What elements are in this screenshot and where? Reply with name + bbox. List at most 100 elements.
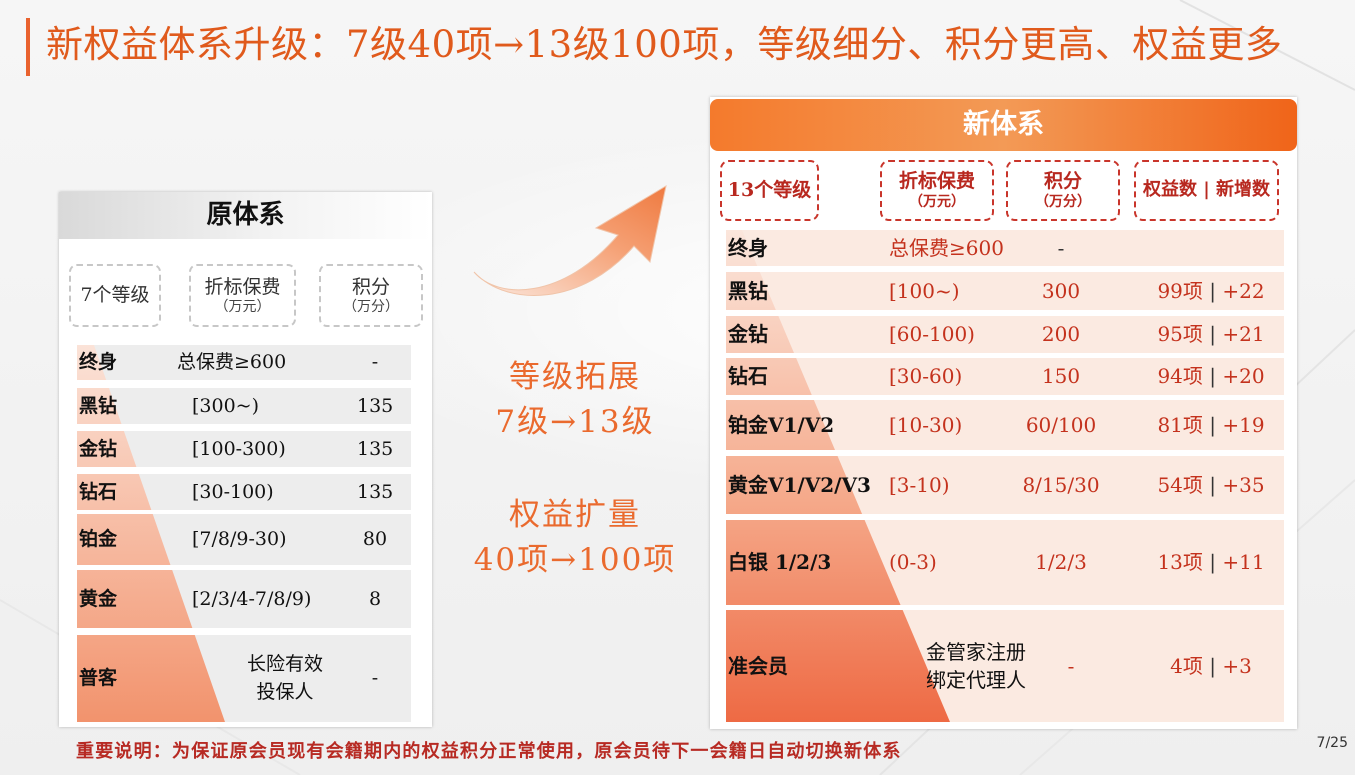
old-level-black-diamond: 黑钻 xyxy=(79,395,118,417)
old-row-black-diamond xyxy=(77,388,411,424)
new-level-gold: 黄金V1/V2/V3 xyxy=(728,473,871,497)
old-fee-regular: 长险有效 投保人 xyxy=(225,650,345,706)
new-points-platinum: 60/100 xyxy=(1025,413,1097,437)
new-benefits-platinum: 81项 | +19 xyxy=(1146,400,1276,450)
new-benefits-silver: 13项 | +11 xyxy=(1146,520,1276,605)
new-benefit-count-gold: 54项 xyxy=(1157,473,1203,497)
level-expansion-title: 等级拓展 xyxy=(509,359,641,395)
new-benefit-added-platinum: +19 xyxy=(1222,413,1265,437)
new-benefits-gold-diamond: 95项 | +21 xyxy=(1146,316,1276,353)
old-row-diamond-text: 钻石 [30-100) 135 xyxy=(77,474,411,510)
level-expansion-note: 等级拓展 7级→13级 xyxy=(455,355,695,445)
old-level-gold-diamond: 金钻 xyxy=(79,438,118,460)
old-points-black-diamond: 135 xyxy=(357,395,394,417)
new-benefit-count-silver: 13项 xyxy=(1157,550,1203,574)
old-points-diamond: 135 xyxy=(357,481,394,503)
old-fee-gold-diamond: [100-300) xyxy=(192,438,286,460)
new-benefits-gold: 54项 | +35 xyxy=(1146,456,1276,514)
new-col-points-unit: （万分） xyxy=(1035,193,1091,210)
title-accent-bar xyxy=(26,18,30,76)
new-level-associate: 准会员 xyxy=(728,654,788,678)
old-points-gold-diamond: 135 xyxy=(357,438,394,460)
new-benefit-added-gold: +35 xyxy=(1222,473,1265,497)
new-col-points-header: 积分 （万分） xyxy=(1006,160,1120,221)
old-col-fee-header: 折标保费 （万元） xyxy=(189,264,296,327)
new-benefit-added-silver: +11 xyxy=(1222,550,1265,574)
page-title: 新权益体系升级：7级40项→13级100项，等级细分、积分更高、权益更多 xyxy=(46,23,1283,66)
new-benefit-count-gold-diamond: 95项 xyxy=(1157,322,1203,346)
benefit-separator: | xyxy=(1202,364,1223,388)
new-benefit-added-associate: +3 xyxy=(1222,654,1252,678)
new-fee-associate-line2: 绑定代理人 xyxy=(926,668,1026,692)
old-fee-regular-line2: 投保人 xyxy=(256,681,314,703)
new-row-silver-text: 白银 1/2/3 (0-3) 1/2/3 13项 | +11 xyxy=(726,520,1284,605)
new-points-gold-diamond: 200 xyxy=(1041,322,1081,346)
new-row-lifetime xyxy=(726,230,1284,266)
new-benefit-added-black-diamond: +22 xyxy=(1222,279,1265,303)
old-fee-lifetime: 总保费≥600 xyxy=(177,351,287,373)
old-row-lifetime-text: 终身 总保费≥600 - xyxy=(77,345,411,380)
old-row-gold-diamond-text: 金钻 [100-300) 135 xyxy=(77,431,411,467)
new-col-level-header: 13个等级 xyxy=(720,160,819,221)
old-col-points-unit: （万分） xyxy=(343,298,399,315)
new-system-header: 新体系 xyxy=(710,99,1297,151)
old-fee-black-diamond: [300~) xyxy=(192,395,260,417)
new-row-associate-text: 准会员 金管家注册 绑定代理人 - 4项 | +3 xyxy=(726,610,1284,722)
curved-arrow-icon xyxy=(473,184,667,296)
new-col-level-label: 13个等级 xyxy=(727,178,812,201)
old-fee-diamond: [30-100) xyxy=(192,481,274,503)
old-level-lifetime: 终身 xyxy=(79,351,118,373)
new-benefits-diamond: 94项 | +20 xyxy=(1146,358,1276,395)
old-row-regular-text: 普客 长险有效 投保人 - xyxy=(77,635,411,722)
benefit-separator: | xyxy=(1202,322,1223,346)
new-level-black-diamond: 黑钻 xyxy=(728,279,768,303)
old-points-gold: 8 xyxy=(368,588,382,610)
old-fee-regular-line1: 长险有效 xyxy=(246,653,323,675)
new-row-gold-text: 黄金V1/V2/V3 [3-10) 8/15/30 54项 | +35 xyxy=(726,456,1284,514)
important-note: 重要说明：为保证原会员现有会籍期内的权益积分正常使用，原会员待下一会籍日自动切换… xyxy=(76,741,902,762)
old-pyramid-shape xyxy=(77,345,225,722)
old-points-platinum: 80 xyxy=(362,528,388,550)
new-col-points-label: 积分 xyxy=(1043,169,1082,192)
old-fee-gold: [2/3/4-7/8/9) xyxy=(192,588,312,610)
new-level-lifetime: 终身 xyxy=(728,236,768,260)
benefit-expansion-value: 40项→100项 xyxy=(473,542,677,578)
new-points-associate: - xyxy=(1067,654,1075,678)
old-system-header: 原体系 xyxy=(59,192,432,239)
new-col-benefits-label: 权益数 | 新增数 xyxy=(1142,179,1271,201)
old-col-fee-unit: （万元） xyxy=(214,298,271,315)
new-benefit-count-associate: 4项 xyxy=(1170,654,1203,678)
new-level-platinum: 铂金V1/V2 xyxy=(728,413,835,437)
old-fee-platinum: [7/8/9-30) xyxy=(192,528,287,550)
old-points-lifetime: - xyxy=(371,351,379,373)
benefit-expansion-title: 权益扩量 xyxy=(509,497,641,533)
new-fee-silver: (0-3) xyxy=(889,550,937,574)
benefit-expansion-note: 权益扩量 40项→100项 xyxy=(455,493,695,583)
new-benefits-black-diamond: 99项 | +22 xyxy=(1146,272,1276,310)
old-col-level-label: 7个等级 xyxy=(80,284,150,307)
new-pyramid-shape xyxy=(726,230,950,722)
level-expansion-value: 7级→13级 xyxy=(495,404,655,440)
new-row-black-diamond-text: 黑钻 [100~) 300 99项 | +22 xyxy=(726,272,1284,310)
new-level-diamond: 钻石 xyxy=(728,364,768,388)
old-level-regular: 普客 xyxy=(79,667,118,689)
old-level-diamond: 钻石 xyxy=(79,481,118,503)
new-points-lifetime: - xyxy=(1057,236,1065,260)
benefit-separator: | xyxy=(1202,473,1223,497)
new-points-black-diamond: 300 xyxy=(1041,279,1081,303)
old-row-gold-text: 黄金 [2/3/4-7/8/9) 8 xyxy=(77,570,411,628)
new-col-fee-header: 折标保费 （万元） xyxy=(880,160,994,221)
old-col-level-header: 7个等级 xyxy=(69,264,161,327)
benefit-separator: | xyxy=(1202,654,1223,678)
old-level-platinum: 铂金 xyxy=(79,528,118,550)
old-row-lifetime xyxy=(77,345,411,380)
old-col-fee-label: 折标保费 xyxy=(204,275,281,298)
new-points-gold: 8/15/30 xyxy=(1022,473,1100,497)
new-col-fee-unit: （万元） xyxy=(909,193,965,210)
old-system-card: 原体系 7个等级 折标保费 （万元） 积分 （万分） xyxy=(59,192,432,727)
old-col-points-header: 积分 （万分） xyxy=(319,264,423,327)
new-fee-gold: [3-10) xyxy=(889,473,950,497)
old-points-regular: - xyxy=(371,667,379,689)
new-row-black-diamond xyxy=(726,272,1284,310)
new-benefit-count-platinum: 81项 xyxy=(1157,413,1203,437)
